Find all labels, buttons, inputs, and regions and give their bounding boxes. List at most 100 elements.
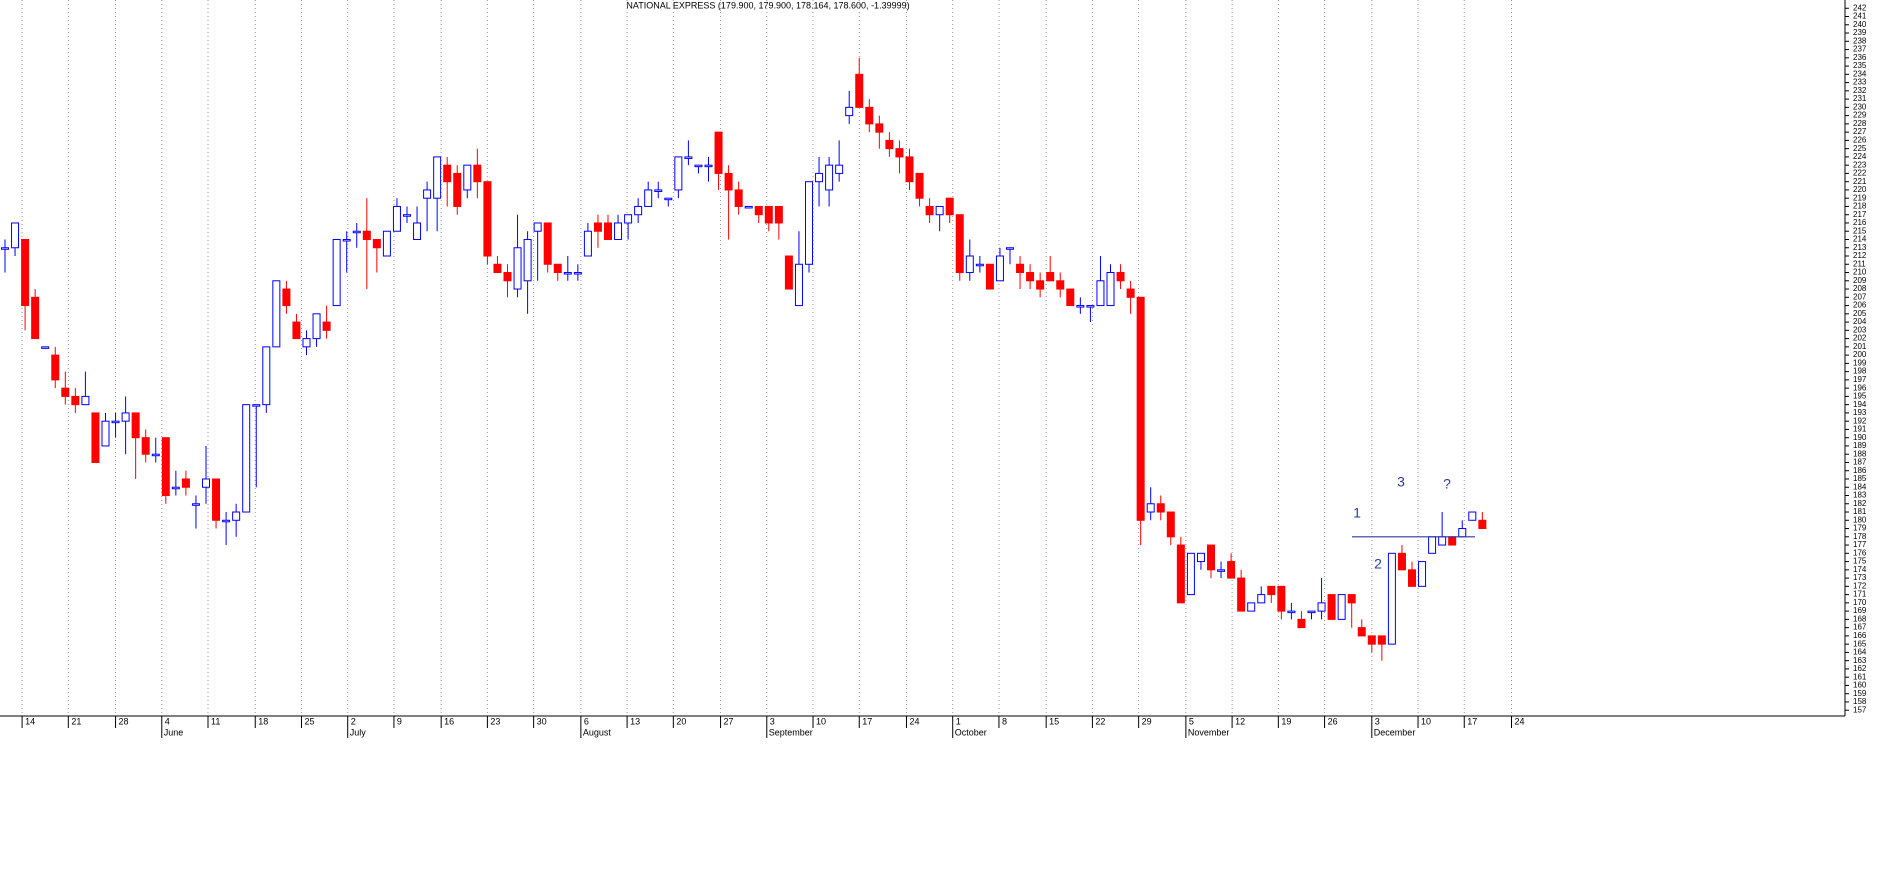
candle-body	[362, 230, 371, 240]
y-tick-label: 241	[1853, 12, 1867, 21]
y-tick-label: 174	[1853, 565, 1867, 574]
y-tick-label: 234	[1853, 69, 1867, 78]
x-tick-label: 27	[724, 716, 734, 726]
candle-body	[332, 238, 341, 307]
candle-body	[111, 420, 120, 424]
y-tick-label: 176	[1853, 548, 1867, 557]
y-tick-label: 182	[1853, 499, 1867, 508]
candle-body	[945, 197, 954, 216]
x-tick-label: 3	[1375, 716, 1380, 726]
candle-body	[161, 437, 170, 497]
candle-body	[302, 338, 311, 348]
y-tick-label: 167	[1853, 623, 1867, 632]
x-tick-label: 26	[1328, 716, 1338, 726]
y-tick-label: 184	[1853, 482, 1867, 491]
y-tick-label: 180	[1853, 515, 1867, 524]
candle-body	[262, 346, 271, 406]
y-tick-label: 226	[1853, 136, 1867, 145]
candle-body	[563, 272, 572, 275]
x-tick-label: 24	[1514, 716, 1524, 726]
candle-body	[734, 189, 743, 207]
candle-body	[1237, 577, 1246, 612]
candle-body	[915, 172, 924, 199]
candle-body	[905, 156, 914, 183]
y-tick-label: 186	[1853, 466, 1867, 475]
y-tick-label: 216	[1853, 218, 1867, 227]
candle-body	[694, 164, 703, 168]
y-tick-label: 203	[1853, 325, 1867, 334]
candle-body	[191, 503, 200, 506]
y-tick-label: 201	[1853, 342, 1867, 351]
candle-body	[1016, 263, 1025, 274]
candle-body	[272, 280, 281, 348]
candle-body	[1307, 610, 1316, 614]
candle-body	[232, 511, 241, 521]
candle-body	[825, 164, 834, 191]
candle-body	[433, 156, 442, 199]
candle-body	[794, 263, 803, 307]
y-tick-label: 208	[1853, 284, 1867, 293]
candle-body	[533, 222, 542, 232]
y-tick-label: 206	[1853, 301, 1867, 310]
y-tick-label: 197	[1853, 375, 1867, 384]
candle-body	[1257, 594, 1266, 604]
y-tick-label: 228	[1853, 119, 1867, 128]
y-tick-label: 200	[1853, 350, 1867, 359]
candle-body	[11, 222, 20, 249]
candle-body	[1448, 536, 1457, 546]
y-tick-label: 218	[1853, 202, 1867, 211]
candle-body	[1377, 635, 1386, 645]
y-tick-label: 177	[1853, 540, 1867, 549]
y-tick-label: 209	[1853, 276, 1867, 285]
candle-body	[714, 131, 723, 174]
y-tick-label: 187	[1853, 458, 1867, 467]
x-tick-label: 6	[584, 716, 589, 726]
month-label: September	[769, 727, 813, 737]
y-tick-label: 207	[1853, 292, 1867, 301]
candle-body	[583, 230, 592, 257]
candle-body	[1006, 247, 1014, 250]
candle-body	[1106, 272, 1115, 307]
y-tick-label: 220	[1853, 185, 1867, 194]
y-tick-label: 215	[1853, 226, 1867, 235]
y-tick-label: 221	[1853, 177, 1867, 186]
y-tick-label: 159	[1853, 689, 1867, 698]
candle-body	[403, 214, 411, 217]
x-tick-label: 17	[1467, 716, 1477, 726]
candle-body	[1317, 602, 1326, 612]
candle-body	[764, 205, 773, 224]
candle-body	[593, 222, 602, 232]
candle-body	[282, 288, 291, 307]
y-tick-label: 166	[1853, 631, 1867, 640]
candle-body	[1357, 627, 1366, 637]
y-tick-label: 172	[1853, 581, 1867, 590]
candle-body	[1156, 503, 1165, 513]
candle-body	[1337, 594, 1346, 620]
candle-body	[352, 230, 361, 234]
candle-body	[392, 205, 401, 232]
candle-body	[1408, 569, 1416, 587]
y-tick-label: 198	[1853, 367, 1867, 376]
candle-body	[51, 354, 60, 381]
candle-body	[121, 412, 130, 422]
y-tick-label: 230	[1853, 102, 1867, 111]
candle-body	[513, 247, 522, 290]
candle-body	[21, 238, 30, 307]
candle-body	[835, 164, 844, 174]
candle-body	[604, 222, 612, 240]
y-tick-label: 161	[1853, 672, 1867, 681]
y-tick-label: 225	[1853, 144, 1867, 153]
candle-body	[222, 519, 231, 523]
candle-body	[724, 172, 733, 191]
candle-body	[1247, 602, 1256, 612]
y-tick-label: 191	[1853, 425, 1867, 434]
candle-body	[855, 73, 864, 108]
candle-body	[1046, 272, 1055, 282]
candle-body	[704, 164, 713, 168]
x-tick-label: 8	[1002, 716, 1007, 726]
candle-body	[1468, 511, 1477, 521]
month-label: August	[583, 727, 612, 737]
x-tick-label: 24	[909, 716, 919, 726]
candle-body	[784, 255, 793, 290]
candle-body	[1217, 569, 1226, 572]
